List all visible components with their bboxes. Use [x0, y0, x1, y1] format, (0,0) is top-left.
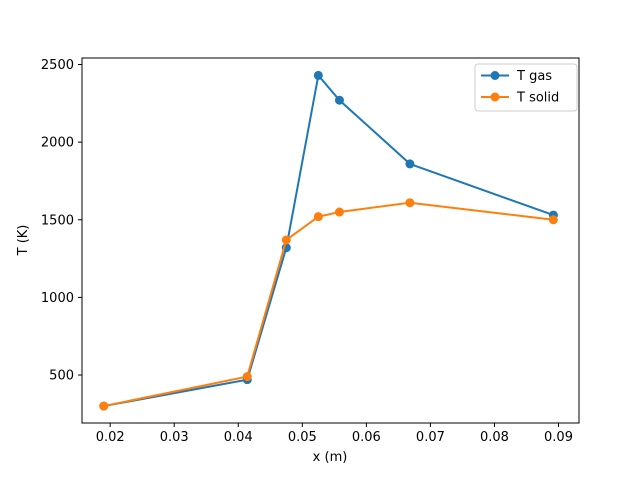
x-axis-label: x (m) — [313, 450, 348, 465]
data-point-marker-t-gas — [334, 95, 344, 105]
y-axis-label: T (K) — [16, 225, 31, 257]
x-tick-label: 0.07 — [416, 430, 445, 445]
y-tick-label: 500 — [49, 369, 74, 384]
data-series — [99, 70, 558, 411]
y-tick-label: 2000 — [41, 136, 74, 151]
legend-sample-marker-t-solid — [490, 92, 500, 102]
data-point-marker-t-solid — [281, 235, 291, 245]
series-line-t-solid — [102, 201, 555, 408]
x-tick-label: 0.02 — [96, 430, 125, 445]
x-tick-label: 0.05 — [288, 430, 317, 445]
data-point-marker-t-solid — [334, 207, 344, 217]
data-point-marker-t-gas — [405, 159, 415, 169]
data-point-marker-t-gas — [313, 70, 323, 80]
x-tick-label: 0.08 — [480, 430, 509, 445]
legend: T gas T solid — [474, 63, 578, 112]
data-point-marker-t-solid — [242, 372, 252, 382]
y-tick-label: 2500 — [41, 58, 74, 73]
plot-border — [81, 57, 580, 424]
legend-label-t-gas: T gas — [516, 69, 552, 84]
axes-ticks: 0.02 0.03 0.04 0.05 0.06 0.07 0.08 0.09 500 1000 1… — [41, 58, 573, 445]
x-tick-label: 0.06 — [352, 430, 381, 445]
x-tick-label: 0.09 — [544, 430, 573, 445]
legend-label-t-solid: T solid — [516, 91, 559, 106]
y-tick-label: 1500 — [41, 213, 74, 228]
data-point-marker-t-solid — [99, 401, 109, 411]
data-point-marker-t-solid — [313, 212, 323, 222]
series-line-t-gas — [102, 74, 555, 408]
legend-sample-marker-t-gas — [490, 71, 500, 80]
y-tick-label: 1000 — [41, 291, 74, 306]
x-tick-label: 0.04 — [224, 430, 253, 445]
data-point-marker-t-solid — [405, 198, 415, 208]
data-point-marker-t-solid — [548, 215, 558, 225]
x-tick-label: 0.03 — [160, 430, 189, 445]
